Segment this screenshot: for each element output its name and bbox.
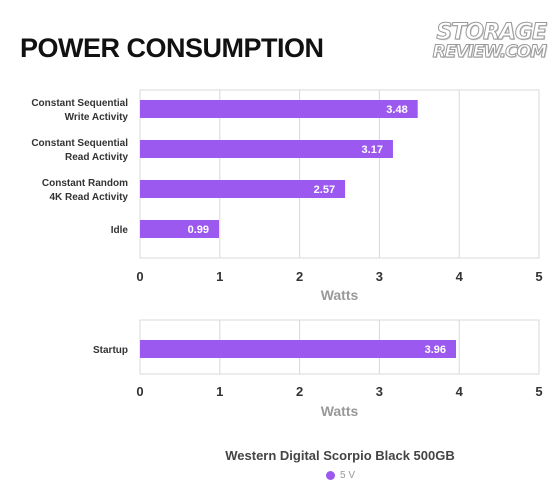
bar [140, 180, 346, 198]
legend: 5 V [326, 470, 355, 481]
x-tick-label: 4 [456, 269, 464, 284]
category-label: Constant Random 4K Read Activity [42, 178, 129, 203]
bar [140, 140, 393, 158]
category-label: Startup [93, 345, 128, 356]
bar [140, 100, 418, 118]
category-label: Constant Sequential Write Activity [31, 98, 128, 123]
x-tick-label: 0 [136, 384, 143, 399]
bar [140, 340, 457, 358]
bar [140, 220, 220, 238]
x-tick-label: 3 [376, 269, 383, 284]
bar-value-label: 3.96 [425, 344, 446, 356]
legend-swatch [326, 471, 335, 480]
x-axis-title: Watts [321, 287, 359, 303]
bar-value-label: 2.57 [314, 184, 335, 196]
x-tick-label: 1 [216, 384, 223, 399]
chart-startup: 0 1 2 3 4 5 Watts 3.96 Startup [93, 319, 543, 419]
logo-line-2: REVIEW.COM [432, 42, 547, 62]
x-tick-label: 5 [535, 384, 542, 399]
bar-value-label: 3.17 [362, 144, 383, 156]
category-label: Constant Sequential Read Activity [31, 138, 128, 163]
logo-line-1: STORAGE [436, 20, 548, 45]
bar-value-label: 0.99 [188, 224, 209, 236]
x-tick-label: 0 [136, 269, 143, 284]
x-tick-label: 1 [216, 269, 223, 284]
x-tick-label: 4 [456, 384, 464, 399]
x-tick-label: 3 [376, 384, 383, 399]
bar-value-label: 3.48 [386, 104, 407, 116]
x-tick-label: 5 [535, 269, 542, 284]
x-axis-title: Watts [321, 403, 359, 419]
legend-label: 5 V [340, 470, 356, 481]
chart-title: POWER CONSUMPTION [20, 33, 324, 63]
legend-title: Western Digital Scorpio Black 500GB [225, 448, 455, 463]
category-label: Idle [111, 225, 129, 236]
x-tick-label: 2 [296, 384, 303, 399]
storagereview-logo: STORAGE REVIEW.COM [432, 20, 548, 62]
x-tick-label: 2 [296, 269, 303, 284]
chart-main: 0 1 2 3 4 5 Watts 3.48 Constant Sequential Write … [31, 89, 543, 303]
